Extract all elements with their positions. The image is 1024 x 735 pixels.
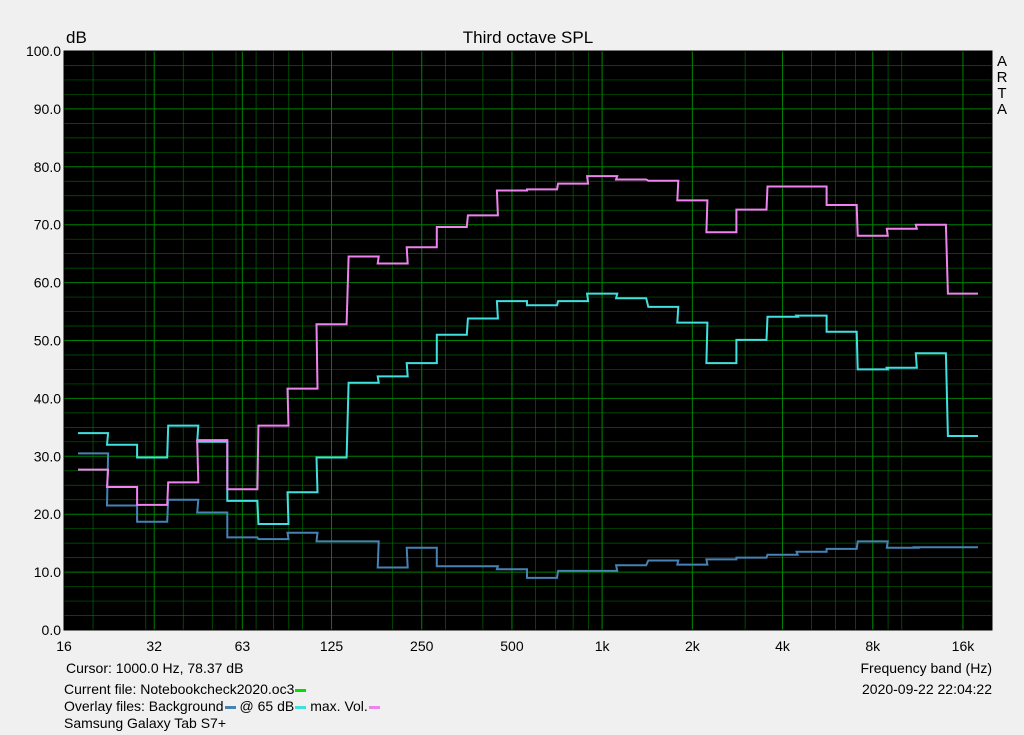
y-tick-label: 60.0 (34, 275, 61, 291)
series-line--65-db (78, 292, 978, 525)
x-tick-label: 63 (235, 638, 251, 654)
x-tick-label: 125 (320, 638, 344, 654)
side-letter: T (997, 85, 1006, 102)
x-tick-label: 4k (775, 638, 791, 654)
y-tick-label: 80.0 (34, 159, 61, 175)
x-tick-label: 500 (500, 638, 524, 654)
y-axis-label: dB (66, 28, 87, 47)
legend-swatch-65db (295, 705, 307, 709)
overlay-prefix: Overlay files: Background (64, 698, 224, 714)
chart-title: Third octave SPL (463, 28, 593, 47)
device-name: Samsung Galaxy Tab S7+ (64, 715, 227, 731)
series-line-max-vol- (78, 175, 978, 506)
cursor-readout: Cursor: 1000.0 Hz, 78.37 dB (66, 660, 244, 676)
y-tick-label: 90.0 (34, 101, 61, 117)
series-group (78, 175, 978, 579)
x-tick-label: 32 (146, 638, 162, 654)
y-tick-label: 10.0 (34, 564, 61, 580)
x-tick-label: 250 (410, 638, 434, 654)
side-letter: A (997, 53, 1007, 70)
current-file-swatch (295, 688, 307, 692)
series-line-background (78, 452, 978, 579)
y-tick-label: 0.0 (42, 622, 62, 638)
x-tick-labels: 16 32 63 125 250 500 1k 2k 4k 8k 16k (56, 638, 975, 654)
x-tick-label: 16 (56, 638, 72, 654)
y-tick-label: 40.0 (34, 390, 61, 406)
x-axis-label: Frequency band (Hz) (860, 660, 992, 676)
plot-frame (63, 50, 993, 631)
side-letter: R (997, 69, 1008, 86)
grid (64, 50, 992, 631)
x-tick-label: 1k (595, 638, 611, 654)
x-tick-label: 16k (952, 638, 976, 654)
y-tick-labels: 0.0 10.0 20.0 30.0 40.0 50.0 60.0 70.0 80.0 90.0 1… (26, 43, 61, 638)
y-tick-label: 100.0 (26, 43, 61, 59)
overlay-files: Overlay files: Background @ 65 dB max. Vol… (64, 698, 384, 714)
current-file-label: Current file: Notebookcheck2020.oc3 (64, 681, 295, 697)
x-tick-label: 2k (685, 638, 701, 654)
y-tick-label: 20.0 (34, 506, 61, 522)
overlay-65: @ 65 dB (239, 698, 295, 714)
legend-swatch-background (224, 705, 236, 709)
overlay-max: max. Vol. (310, 698, 368, 714)
x-tick-label: 8k (865, 638, 881, 654)
y-tick-label: 50.0 (34, 333, 61, 349)
y-tick-label: 30.0 (34, 448, 61, 464)
legend-swatch-max-vol (368, 705, 380, 709)
current-file: Current file: Notebookcheck2020.oc3 (64, 681, 310, 697)
timestamp: 2020-09-22 22:04:22 (862, 681, 992, 697)
side-letter: A (997, 101, 1007, 118)
y-tick-label: 70.0 (34, 217, 61, 233)
